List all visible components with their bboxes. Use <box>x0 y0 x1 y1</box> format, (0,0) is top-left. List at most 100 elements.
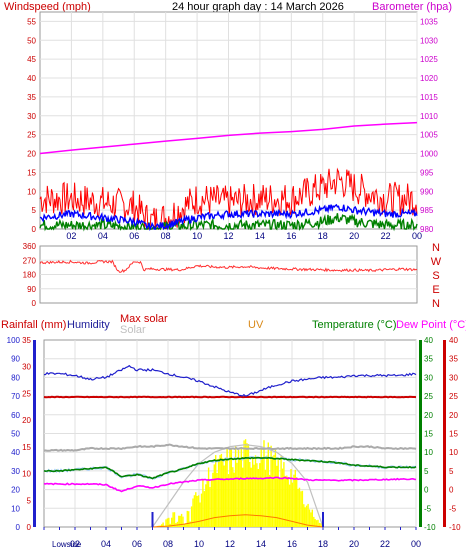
temperature-tick-label: 0 <box>424 486 429 495</box>
solar-bar <box>232 467 234 527</box>
solar-bar <box>215 455 217 527</box>
x-tick-label: 08 <box>163 539 173 549</box>
solar-label: Solar <box>120 324 146 336</box>
solar-bar <box>320 523 322 527</box>
rainfall-tick-label: 80 <box>11 373 20 382</box>
chart-marks: 0510152025303540455055980985990995100010… <box>7 11 461 549</box>
solar-bar <box>274 449 277 527</box>
solar-bar <box>180 513 183 527</box>
temperature-tick-label: 35 <box>424 355 433 364</box>
solar-bar <box>209 487 211 527</box>
humidity-tick-label: 30 <box>22 363 31 372</box>
x-tick-label: 16 <box>286 231 296 241</box>
calm-line <box>39 213 418 232</box>
rainfall-axis-bar <box>33 340 36 527</box>
wind-tick-label: 50 <box>27 36 36 45</box>
solar-bar <box>276 465 278 527</box>
solar-bar <box>190 506 193 527</box>
wind-tick-label: 15 <box>27 168 36 177</box>
dewpoint-tick-label: 40 <box>449 336 458 345</box>
solar-bar <box>189 521 191 527</box>
solar-bar <box>225 460 227 527</box>
solar-bar <box>301 490 304 527</box>
solar-bar <box>242 467 244 527</box>
x-tick-label: 02 <box>70 539 80 549</box>
temperature-axis-bar <box>419 340 422 527</box>
dewpoint-tick-label: 30 <box>449 373 458 382</box>
solar-bar <box>161 524 163 527</box>
solar-bar <box>237 450 240 527</box>
rainfall-tick-label: 50 <box>11 430 20 439</box>
solar-bar <box>300 491 302 527</box>
baro-tick-label: 980 <box>420 225 434 234</box>
solar-bar <box>304 507 306 527</box>
solar-bar <box>256 463 258 527</box>
wind-tick-label: 10 <box>27 187 36 196</box>
direction-tick-label: 270 <box>23 256 37 265</box>
compass-label: N <box>432 298 440 310</box>
humidity-tick-label: 0 <box>27 523 32 532</box>
humidity-axis-label: Humidity <box>67 319 110 331</box>
solar-bar <box>317 519 319 527</box>
compass-label: S <box>432 270 439 282</box>
solar-bar <box>220 453 223 527</box>
humidity-tick-label: 35 <box>22 336 31 345</box>
solar-bar <box>267 442 269 527</box>
solar-bar <box>249 462 251 527</box>
solar-bar <box>311 509 313 527</box>
x-tick-label: 06 <box>129 231 139 241</box>
dewpoint-line <box>43 476 417 493</box>
rainfall-tick-label: 0 <box>16 523 21 532</box>
solar-bar <box>296 477 298 527</box>
solar-bar <box>279 478 281 527</box>
solar-bar <box>172 512 174 527</box>
solar-bar <box>260 448 262 527</box>
baro-tick-label: 1000 <box>420 150 438 159</box>
max-solar-label: Max solar <box>120 313 168 325</box>
solar-bar <box>216 473 218 527</box>
solar-bar <box>305 505 308 527</box>
direction-tick-label: 0 <box>32 299 37 308</box>
solar-bar <box>227 474 230 527</box>
dewpoint-tick-label: 0 <box>449 486 454 495</box>
baro-tick-label: 1020 <box>420 74 438 83</box>
x-tick-label: 14 <box>256 539 266 549</box>
temperature-tick-label: 15 <box>424 430 433 439</box>
solar-bar <box>178 515 180 527</box>
x-tick-label: 16 <box>287 539 297 549</box>
temperature-tick-label: -10 <box>424 523 436 532</box>
solar-bar <box>185 523 187 527</box>
solar-bar <box>273 454 275 527</box>
solar-bar <box>195 492 197 527</box>
baro-tick-label: 1025 <box>420 55 438 64</box>
uv-label: UV <box>248 319 264 331</box>
windspeed-axis-label: Windspeed (mph) <box>4 1 91 13</box>
solar-bar <box>212 472 214 527</box>
humidity-tick-label: 20 <box>22 416 31 425</box>
compass-label: E <box>432 284 439 296</box>
solar-bar <box>179 515 181 527</box>
wind-tick-label: 45 <box>27 55 36 64</box>
solar-bar <box>206 480 208 527</box>
uv-line <box>152 514 324 528</box>
average-windspeed-line <box>39 203 418 231</box>
solar-bar <box>162 522 164 527</box>
solar-bar <box>288 484 291 527</box>
gray-series-line <box>43 443 417 452</box>
rainfall-tick-label: 70 <box>11 392 20 401</box>
barometer-line <box>39 121 418 155</box>
baro-tick-label: 990 <box>420 187 434 196</box>
solar-bar <box>219 455 221 527</box>
x-tick-label: 14 <box>255 231 265 241</box>
direction-tick-label: 90 <box>27 285 36 294</box>
x-tick-label: 10 <box>192 231 202 241</box>
dewpoint-tick-label: 35 <box>449 355 458 364</box>
solar-bar <box>168 517 170 527</box>
solar-bar <box>281 468 284 527</box>
solar-bar <box>229 449 231 527</box>
rainfall-tick-label: 20 <box>11 486 20 495</box>
humidity-tick-label: 10 <box>22 470 31 479</box>
temperature-tick-label: 5 <box>424 467 429 476</box>
wind-tick-label: 25 <box>27 131 36 140</box>
solar-bar <box>308 509 311 527</box>
